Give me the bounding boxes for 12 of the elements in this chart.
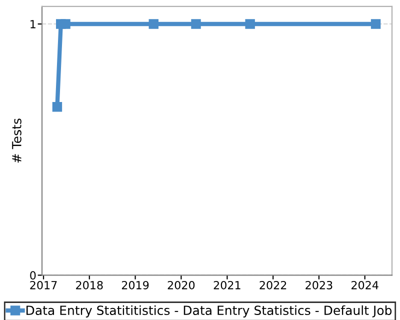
- x-tick-label: 2021: [214, 280, 240, 290]
- y-tick-label: 1: [30, 20, 36, 28]
- x-tick-label: 2022: [260, 280, 286, 290]
- x-tick-label: 2017: [30, 280, 57, 290]
- x-tick-label: 2023: [306, 280, 332, 290]
- legend-label: Data Entry Statititistics - Data Entry Statistics - Default Job: [26, 305, 392, 318]
- x-tick-label: 2020: [168, 280, 195, 290]
- x-tick-label: 2024: [352, 280, 378, 290]
- y-tick-label: 0: [30, 271, 36, 280]
- y-axis-title: # Tests: [12, 118, 22, 163]
- x-tick-label: 2018: [76, 280, 103, 290]
- x-tick-label: 2019: [122, 280, 149, 290]
